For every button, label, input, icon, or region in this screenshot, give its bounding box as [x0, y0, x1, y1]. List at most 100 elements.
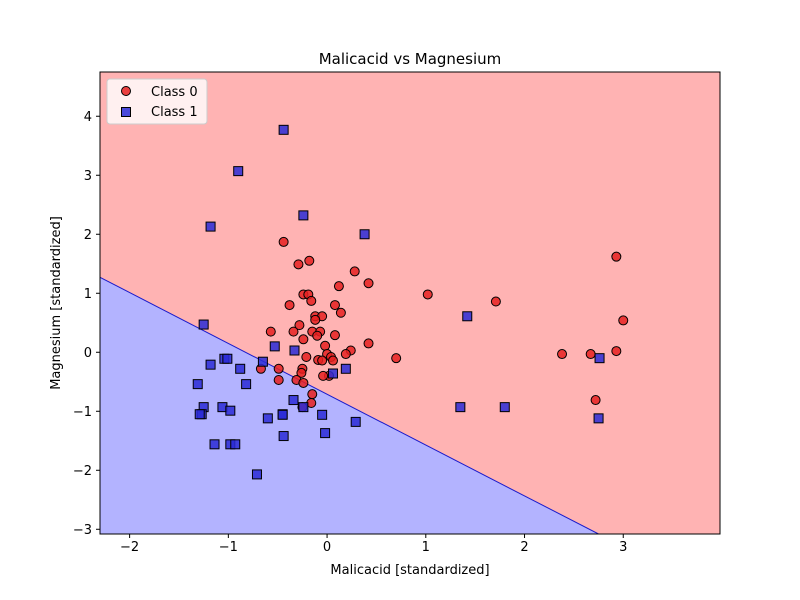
data-point-class-1	[340, 363, 351, 374]
data-point-class-0	[293, 259, 304, 270]
data-point-class-0	[391, 353, 402, 364]
data-point-class-1	[241, 379, 252, 390]
y-tick-label: 4	[84, 110, 92, 125]
data-point-class-1	[235, 363, 246, 374]
data-point-class-0	[363, 338, 374, 349]
y-axis-ticks: −3 −2 −1 0 1 2 3 4	[73, 110, 100, 538]
data-point-class-0	[318, 370, 329, 381]
data-point-class-0	[590, 395, 601, 406]
x-tick-label: 0	[323, 540, 331, 555]
data-point-class-0	[273, 363, 284, 374]
data-point-class-0	[304, 255, 315, 266]
data-point-class-1	[262, 413, 273, 424]
data-point-class-0	[265, 326, 276, 337]
x-tick-label: −1	[219, 540, 238, 555]
data-point-class-1	[455, 402, 466, 413]
data-point-class-1	[278, 431, 289, 442]
x-tick-label: 3	[619, 540, 627, 555]
y-axis-label: Magnesium [standardized]	[49, 216, 64, 390]
data-point-class-1	[233, 166, 244, 177]
data-point-class-1	[317, 409, 328, 420]
data-point-class-0	[288, 326, 299, 337]
data-point-class-1	[327, 368, 338, 379]
data-point-class-1	[198, 319, 209, 330]
y-tick-label: 1	[84, 287, 92, 302]
data-point-class-0	[278, 236, 289, 247]
data-point-class-0	[349, 266, 360, 277]
y-tick-label: 3	[84, 169, 92, 184]
data-point-class-1	[192, 379, 203, 390]
data-point-class-1	[499, 402, 510, 413]
data-point-class-1	[205, 221, 216, 232]
data-point-class-1	[289, 345, 300, 356]
data-point-class-1	[251, 469, 262, 480]
data-point-class-1	[230, 439, 241, 450]
data-point-class-1	[594, 353, 605, 364]
data-point-class-0	[611, 251, 622, 262]
x-tick-label: 1	[422, 540, 430, 555]
data-point-class-0	[490, 296, 501, 307]
data-point-class-1	[593, 413, 604, 424]
data-point-class-0	[284, 300, 295, 311]
data-point-class-0	[422, 289, 433, 300]
legend-label-class-0: Class 0	[151, 85, 198, 100]
data-point-class-0	[585, 349, 596, 360]
data-point-class-1	[205, 359, 216, 370]
legend-label-class-1: Class 1	[151, 105, 198, 120]
data-point-class-0	[340, 349, 351, 360]
data-point-class-1	[320, 428, 331, 439]
data-point-class-0	[312, 330, 323, 341]
data-point-class-0	[273, 375, 284, 385]
scatter-points	[192, 124, 629, 480]
data-point-class-0	[310, 314, 321, 325]
data-point-class-0	[307, 389, 318, 400]
data-point-class-0	[294, 320, 305, 331]
x-tick-label: −2	[120, 540, 139, 555]
data-point-class-1	[222, 353, 233, 364]
data-point-class-1	[194, 409, 205, 420]
data-point-class-1	[257, 356, 268, 367]
data-point-class-1	[350, 416, 361, 427]
y-tick-label: −1	[73, 405, 92, 420]
data-point-class-1	[277, 409, 288, 420]
data-point-class-0	[306, 295, 317, 306]
legend: Class 0 Class 1	[106, 78, 208, 125]
data-point-class-1	[225, 405, 236, 416]
data-point-class-1	[298, 402, 309, 413]
data-point-class-0	[320, 340, 331, 351]
legend-marker-class-1	[121, 107, 131, 117]
data-point-class-0	[301, 351, 312, 362]
legend-box	[106, 78, 208, 125]
data-point-class-0	[327, 355, 338, 366]
x-axis-ticks: −2 −1 0 1 2 3	[120, 534, 627, 555]
data-point-class-0	[317, 355, 328, 366]
data-point-class-1	[298, 210, 309, 221]
data-point-class-1	[359, 229, 370, 240]
data-point-class-1	[462, 311, 473, 322]
data-point-class-1	[288, 395, 299, 406]
data-point-class-1	[278, 124, 289, 135]
y-tick-label: 2	[84, 228, 92, 243]
data-point-class-0	[611, 346, 622, 357]
chart-title: Malicacid vs Magnesium	[319, 50, 502, 68]
legend-marker-class-0	[121, 86, 131, 96]
data-point-class-0	[296, 367, 307, 378]
data-point-class-0	[618, 315, 629, 326]
plot-frame	[99, 71, 721, 535]
data-point-class-0	[363, 278, 374, 289]
data-point-class-0	[298, 377, 309, 388]
y-tick-label: 0	[84, 346, 92, 361]
data-point-class-0	[333, 281, 344, 292]
data-point-class-0	[557, 349, 568, 360]
data-point-class-1	[269, 341, 280, 352]
y-tick-label: −2	[73, 464, 92, 479]
data-point-class-0	[329, 300, 340, 311]
data-point-class-0	[329, 330, 340, 341]
data-point-class-0	[298, 334, 309, 345]
x-tick-label: 2	[520, 540, 528, 555]
decision-boundary-line	[100, 276, 599, 534]
y-tick-label: −3	[73, 523, 92, 538]
data-point-class-0	[335, 307, 346, 318]
data-point-class-1	[209, 439, 220, 450]
